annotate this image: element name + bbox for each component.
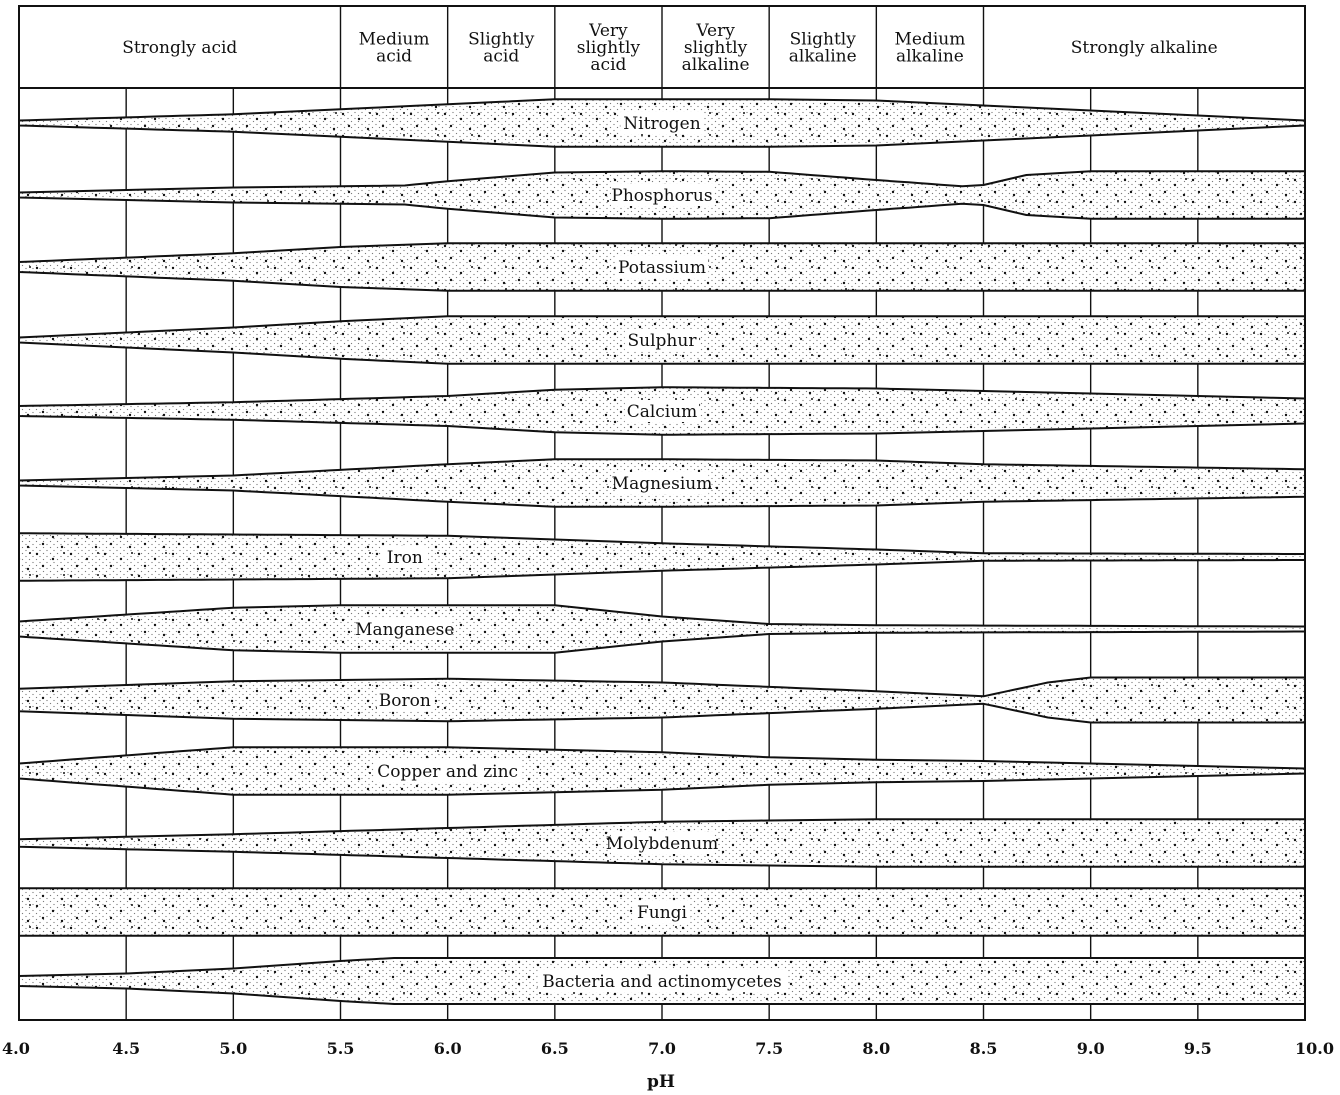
band-calcium: Calcium <box>18 386 1306 436</box>
band-manganese: Manganese <box>18 604 1306 654</box>
band-label-backdrop <box>615 472 709 494</box>
series-label: Boron <box>379 691 431 711</box>
band-stipple-dense <box>19 605 1305 653</box>
series-label: Bacteria and actinomycetes <box>542 972 782 992</box>
zone-label: Strongly alkaline <box>1071 38 1218 58</box>
x-tick-label: 5.5 <box>327 1039 355 1058</box>
band-outline <box>18 532 1306 582</box>
band-label-backdrop <box>373 760 522 782</box>
band-boron: Boron <box>18 676 1306 724</box>
band-label-backdrop <box>620 112 704 134</box>
x-tick-label: 8.0 <box>862 1039 890 1058</box>
zone-label: Medium alkaline <box>894 30 965 67</box>
band-label-backdrop <box>358 618 452 640</box>
x-tick-label: 4.0 <box>2 1039 30 1058</box>
zone-label-line: alkaline <box>896 47 964 67</box>
zone-label: Very slightly acid <box>577 21 641 75</box>
zone-label-line: acid <box>483 47 519 67</box>
zone-label-line: slightly <box>577 38 641 58</box>
band-stipple-dense <box>19 533 1305 581</box>
series-label: Sulphur <box>628 331 698 351</box>
zone-label-line: slightly <box>684 38 748 58</box>
band-label-backdrop <box>624 400 700 422</box>
band-label-backdrop <box>381 546 429 568</box>
series-label: Fungi <box>637 903 688 923</box>
band-label-backdrop <box>611 184 713 206</box>
series-label: Manganese <box>355 620 454 640</box>
band-outline <box>18 746 1306 796</box>
x-tick-label: 7.5 <box>755 1039 783 1058</box>
band-outline <box>18 818 1306 868</box>
x-tick-label: 4.5 <box>112 1039 140 1058</box>
zone-label-line: Slightly <box>790 30 857 50</box>
band-label-backdrop <box>615 256 709 278</box>
x-tick-label: 10.0 <box>1295 1039 1334 1058</box>
x-tick-label: 8.5 <box>970 1039 998 1058</box>
band-copper-and-zinc: Copper and zinc <box>18 746 1306 796</box>
band-outline <box>18 676 1306 724</box>
x-axis-ticks: 4.0 4.5 5.0 5.5 6.0 6.5 7.0 7.5 8.0 8.5 9.0 9.5 10.0 <box>2 1039 1334 1058</box>
zone-label: Slightly acid <box>468 30 535 67</box>
zone-label-line: alkaline <box>789 47 857 67</box>
x-tick-label: 9.0 <box>1077 1039 1105 1058</box>
zone-label-line: alkaline <box>682 55 750 75</box>
x-tick-label: 5.0 <box>219 1039 247 1058</box>
band-outline <box>18 315 1306 365</box>
x-axis-title: pH <box>647 1072 675 1092</box>
x-tick-label: 6.5 <box>541 1039 569 1058</box>
band-outline <box>18 887 1306 937</box>
band-bacteria-and-actinomycetes: Bacteria and actinomycetes <box>18 957 1306 1005</box>
band-outline <box>18 242 1306 292</box>
zone-label-line: Strongly alkaline <box>1071 38 1218 58</box>
band-label-backdrop <box>537 970 787 992</box>
zone-label-line: Medium <box>894 30 965 50</box>
zone-label: Very slightly alkaline <box>682 21 750 75</box>
band-outline <box>18 604 1306 654</box>
band-fungi: Fungi <box>18 887 1306 937</box>
band-label-backdrop <box>634 901 690 923</box>
x-tick-label: 6.0 <box>434 1039 462 1058</box>
series-label: Potassium <box>618 258 706 278</box>
band-nitrogen: Nitrogen <box>18 98 1306 148</box>
band-label-backdrop <box>611 832 713 854</box>
zone-label: Strongly acid <box>122 38 237 58</box>
band-outline <box>18 170 1306 220</box>
zone-label-line: Strongly acid <box>122 38 237 58</box>
nutrient-bands: Nitrogen Phosphorus Potassium Sulphur Calciu… <box>18 98 1306 1005</box>
band-phosphorus: Phosphorus <box>18 170 1306 220</box>
band-label-backdrop <box>624 329 700 351</box>
band-outline <box>18 98 1306 148</box>
series-label: Iron <box>387 548 423 568</box>
series-label: Calcium <box>627 402 698 422</box>
series-label: Copper and zinc <box>377 762 518 782</box>
zone-label-line: Very <box>588 21 628 41</box>
band-stipple-dense <box>19 677 1305 723</box>
zone-label: Slightly alkaline <box>789 30 857 67</box>
x-tick-label: 9.5 <box>1184 1039 1212 1058</box>
band-iron: Iron <box>18 532 1306 582</box>
band-outline <box>18 386 1306 436</box>
band-magnesium: Magnesium <box>18 458 1306 508</box>
band-sulphur: Sulphur <box>18 315 1306 365</box>
zone-label-line: Slightly <box>468 30 535 50</box>
zone-label: Medium acid <box>359 30 430 67</box>
zone-label-line: acid <box>590 55 626 75</box>
series-label: Phosphorus <box>611 186 712 206</box>
band-stipple-dense <box>19 747 1305 795</box>
band-outline <box>18 957 1306 1005</box>
band-molybdenum: Molybdenum <box>18 818 1306 868</box>
band-label-backdrop <box>376 689 433 711</box>
x-tick-label: 7.0 <box>648 1039 676 1058</box>
series-label: Magnesium <box>612 474 713 494</box>
band-potassium: Potassium <box>18 242 1306 292</box>
band-outline <box>18 458 1306 508</box>
zone-label-line: acid <box>376 47 412 67</box>
series-label: Nitrogen <box>623 114 700 134</box>
zone-label-line: Medium <box>359 30 430 50</box>
series-label: Molybdenum <box>606 834 719 854</box>
zone-label-line: Very <box>695 21 735 41</box>
